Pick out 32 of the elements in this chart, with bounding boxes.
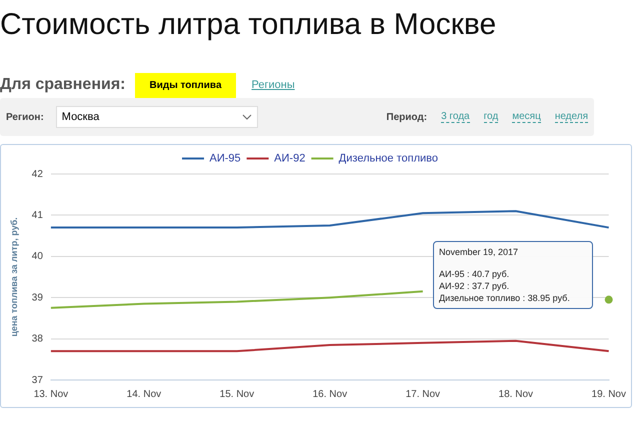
- text: Регионы: [252, 79, 295, 91]
- legend-label: АИ-95: [210, 152, 241, 165]
- y-tick-label: 41: [32, 210, 44, 221]
- text: месяц: [512, 111, 541, 123]
- y-tick-label: 42: [32, 168, 44, 180]
- y-axis-title: цена топлива за литр, руб.: [8, 217, 19, 337]
- text: Регион:: [6, 112, 44, 122]
- text: год: [484, 111, 498, 123]
- y-tick-label: 39: [32, 292, 44, 304]
- legend-label: Дизельное топливо: [338, 152, 438, 165]
- text: 3 года: [441, 111, 470, 123]
- y-tick-label: 37: [32, 374, 44, 386]
- x-tick-label: 15. Nov: [220, 388, 254, 400]
- x-tick-label: 16. Nov: [312, 388, 348, 400]
- chart-title: Стоимость литра топлива в Москве: [0, 8, 498, 42]
- x-tick-label: 19. Nov: [592, 388, 626, 400]
- annotation: АИ-92 : 37.7 руб.: [439, 280, 510, 292]
- y-tick-label: 40: [32, 251, 44, 262]
- annotation: Дизельное топливо : 38.95 руб.: [439, 292, 571, 304]
- x-tick-label: 14. Nov: [126, 388, 162, 400]
- text: Период:: [386, 112, 428, 122]
- x-tick-label: 13. Nov: [34, 388, 68, 400]
- y-tick-label: 38: [32, 334, 44, 345]
- x-tick-label: 17. Nov: [406, 388, 440, 400]
- text: неделя: [554, 111, 588, 123]
- annotation: АИ-95 : 40.7 руб.: [439, 268, 510, 280]
- text: Виды топлива: [135, 72, 236, 98]
- annotation: November 19, 2017: [439, 246, 520, 258]
- legend-label: АИ-92: [274, 152, 306, 165]
- text: Для сравнения:: [0, 76, 126, 94]
- text: Москва: [56, 106, 258, 128]
- x-tick-label: 18. Nov: [498, 388, 534, 400]
